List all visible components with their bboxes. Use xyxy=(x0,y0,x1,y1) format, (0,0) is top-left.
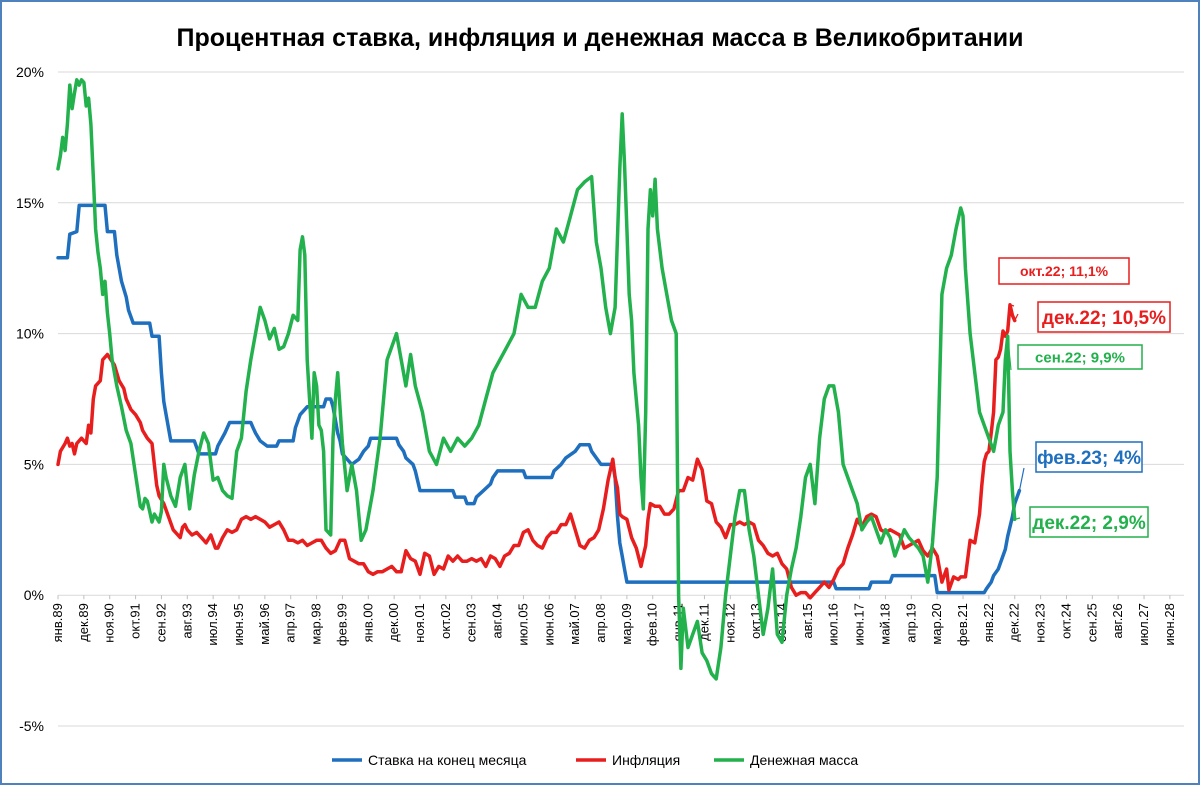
x-tick-label: авг.04 xyxy=(490,603,505,638)
x-tick-label: май.07 xyxy=(567,603,582,645)
annotation-label: дек.22; 10,5% xyxy=(1042,308,1166,329)
legend-label: Ставка на конец месяца xyxy=(368,752,527,768)
annotation-box xyxy=(998,257,1130,285)
x-tick-label: ноя.01 xyxy=(412,603,427,643)
annotation-box xyxy=(1037,301,1171,333)
x-tick-label: окт.91 xyxy=(128,603,143,639)
x-tick-label: авг.26 xyxy=(1110,603,1125,638)
x-tick-label: янв.22 xyxy=(981,603,996,642)
x-tick-label: апр.97 xyxy=(283,603,298,643)
x-tick-label: июн.95 xyxy=(231,603,246,645)
x-tick-label: фев.21 xyxy=(955,603,970,646)
x-tick-label: июл.16 xyxy=(826,603,841,645)
chart-title: Процентная ставка, инфляция и денежная м… xyxy=(177,24,1024,52)
y-axis-ticks: 20% 15% 10% 5% 0% -5% xyxy=(16,64,44,734)
x-tick-label: янв.89 xyxy=(50,603,65,642)
x-tick-label: ноя.90 xyxy=(102,603,117,643)
x-tick-label: фев.99 xyxy=(334,603,349,646)
series-line-3 xyxy=(56,78,1017,681)
x-tick-label: июн.06 xyxy=(541,603,556,645)
x-tick-label: сен.92 xyxy=(153,603,168,642)
x-tick-label: мар.20 xyxy=(929,603,944,644)
x-tick-label: июн.17 xyxy=(852,603,867,645)
x-tick-label: май.96 xyxy=(257,603,272,645)
y-tick-label: 5% xyxy=(24,456,44,472)
x-tick-label: авг.15 xyxy=(800,603,815,638)
series-lines xyxy=(56,78,1022,681)
annotation-label: окт.22; 11,1% xyxy=(1020,263,1109,279)
x-tick-label: июл.27 xyxy=(1136,603,1151,645)
annotation-label: фев.23; 4% xyxy=(1037,448,1141,469)
gridlines xyxy=(57,71,1184,727)
x-tick-label: ноя.12 xyxy=(722,603,737,643)
annotation-leader xyxy=(1014,313,1019,321)
y-tick-label: 10% xyxy=(16,326,44,342)
annotation-label: сен.22; 9,9% xyxy=(1035,349,1125,366)
x-tick-label: дек.00 xyxy=(386,603,401,642)
y-tick-label: 0% xyxy=(24,587,44,603)
x-tick-label: сен.03 xyxy=(464,603,479,642)
series-line-1 xyxy=(56,203,1022,595)
y-tick-label: 20% xyxy=(16,64,44,80)
x-tick-label: июл.05 xyxy=(515,603,530,645)
x-tick-label: июн.28 xyxy=(1162,603,1177,645)
annotation-leader xyxy=(1009,304,1015,307)
annotation-box xyxy=(1017,344,1143,370)
annotation-box xyxy=(1029,506,1149,538)
y-tick-label: 15% xyxy=(16,195,44,211)
x-tick-label: дек.22 xyxy=(1007,603,1022,642)
x-tick-label: май.18 xyxy=(877,603,892,645)
x-tick-label: окт.02 xyxy=(438,603,453,639)
series-line-2 xyxy=(56,303,1017,600)
y-tick-label: -5% xyxy=(19,718,44,734)
annotations: окт.22; 11,1% дек.22; 10,5% сен.22; 9,9% фе… xyxy=(998,257,1171,538)
x-axis-ticks: янв.89 дек.89 ноя.90 окт.91 сен.92 авг.93 июл.… xyxy=(50,603,1177,646)
annotation-leader xyxy=(1014,517,1021,520)
x-tick-label: мар.98 xyxy=(309,603,324,644)
x-tick-label: сен.25 xyxy=(1084,603,1099,642)
annotation-leader xyxy=(1018,467,1025,491)
legend-label: Денежная масса xyxy=(750,752,858,768)
x-tick-label: мар.09 xyxy=(619,603,634,644)
x-tick-label: июл.94 xyxy=(205,603,220,645)
x-tick-label: дек.89 xyxy=(76,603,91,642)
x-tick-label: авг.93 xyxy=(179,603,194,638)
x-tick-label: ноя.23 xyxy=(1033,603,1048,643)
x-tick-label: фев.10 xyxy=(645,603,660,646)
x-tick-label: окт.24 xyxy=(1058,603,1073,639)
annotation-leader xyxy=(1007,336,1012,371)
annotation-label: дек.22; 2,9% xyxy=(1032,513,1146,534)
annotation-box xyxy=(1035,441,1143,473)
x-tick-label: апр.19 xyxy=(903,603,918,643)
legend: Ставка на конец месяца Инфляция Денежная м… xyxy=(332,752,858,768)
x-tick-label: апр.08 xyxy=(593,603,608,643)
x-tick-label: янв.00 xyxy=(360,603,375,642)
legend-label: Инфляция xyxy=(612,752,680,768)
